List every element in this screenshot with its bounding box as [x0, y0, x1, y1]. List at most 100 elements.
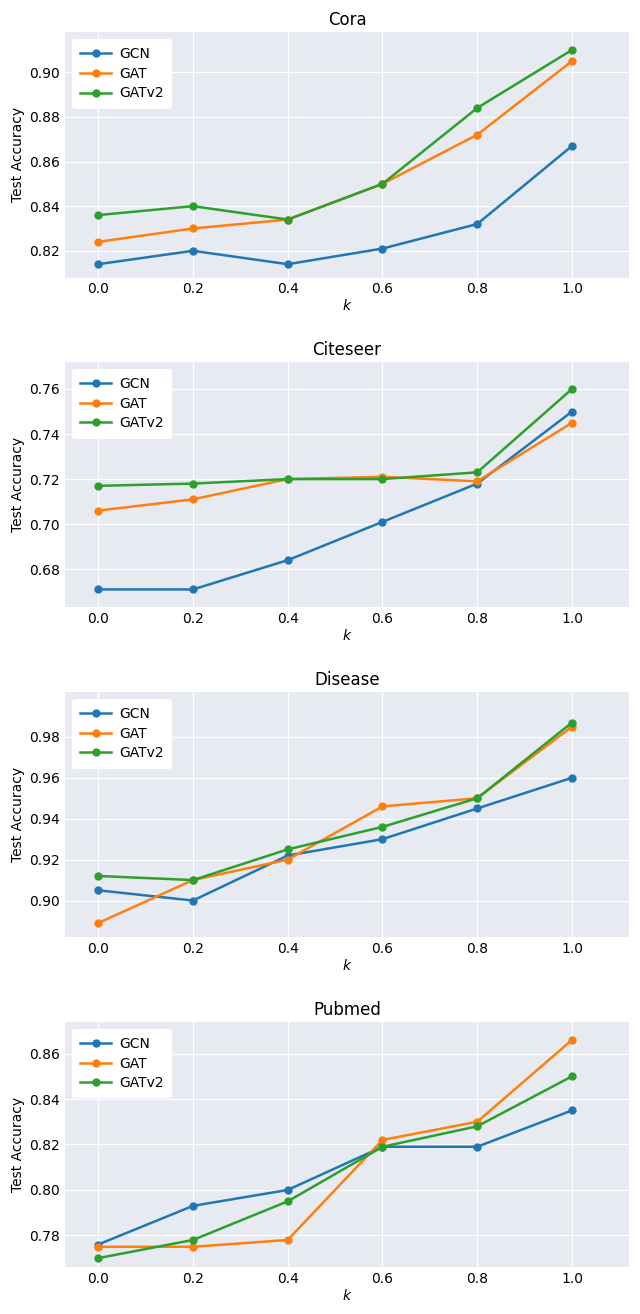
Y-axis label: Test Accuracy: Test Accuracy: [11, 438, 25, 532]
GAT: [94, 915, 102, 930]
GCN: [189, 582, 196, 598]
GATv2: [568, 715, 576, 731]
GCN: [94, 883, 102, 899]
X-axis label: k: k: [343, 1289, 351, 1303]
GCN: [189, 892, 196, 908]
GCN: [284, 1183, 292, 1198]
GATv2: [474, 100, 481, 116]
GAT: [94, 503, 102, 519]
GAT: [284, 212, 292, 227]
Line: GCN: GCN: [95, 142, 575, 268]
GAT: [94, 234, 102, 250]
Legend: GCN, GAT, GATv2: GCN, GAT, GATv2: [72, 39, 172, 109]
Line: GAT: GAT: [95, 419, 575, 514]
GAT: [189, 491, 196, 507]
GATv2: [474, 790, 481, 805]
X-axis label: k: k: [343, 300, 351, 313]
GATv2: [284, 212, 292, 227]
X-axis label: k: k: [343, 629, 351, 643]
Legend: GCN, GAT, GATv2: GCN, GAT, GATv2: [72, 699, 172, 769]
Y-axis label: Test Accuracy: Test Accuracy: [11, 767, 25, 862]
GAT: [568, 1031, 576, 1047]
GAT: [189, 221, 196, 237]
GCN: [284, 552, 292, 568]
GCN: [189, 243, 196, 259]
Line: GATv2: GATv2: [95, 719, 575, 883]
Title: Disease: Disease: [314, 671, 380, 689]
GATv2: [379, 1139, 387, 1155]
GAT: [284, 1233, 292, 1248]
GCN: [94, 1236, 102, 1252]
GCN: [379, 240, 387, 256]
GAT: [284, 472, 292, 487]
GCN: [94, 256, 102, 272]
Line: GAT: GAT: [95, 58, 575, 246]
Line: GATv2: GATv2: [95, 1072, 575, 1261]
Title: Pubmed: Pubmed: [313, 1001, 381, 1018]
GAT: [379, 799, 387, 815]
GCN: [284, 848, 292, 863]
X-axis label: k: k: [343, 959, 351, 972]
GCN: [474, 476, 481, 491]
GCN: [568, 1102, 576, 1118]
GATv2: [94, 1251, 102, 1267]
GAT: [474, 1114, 481, 1130]
Y-axis label: Test Accuracy: Test Accuracy: [11, 1097, 25, 1192]
GCN: [568, 770, 576, 786]
GAT: [94, 1239, 102, 1255]
Legend: GCN, GAT, GATv2: GCN, GAT, GATv2: [72, 1029, 172, 1099]
Line: GAT: GAT: [95, 1037, 575, 1250]
GATv2: [284, 1193, 292, 1209]
GAT: [474, 473, 481, 489]
GATv2: [568, 42, 576, 58]
GATv2: [568, 381, 576, 397]
GAT: [379, 1133, 387, 1148]
GCN: [379, 1139, 387, 1155]
GATv2: [474, 1118, 481, 1134]
GATv2: [94, 208, 102, 223]
GCN: [189, 1198, 196, 1214]
Line: GAT: GAT: [95, 723, 575, 926]
GCN: [94, 582, 102, 598]
GATv2: [379, 472, 387, 487]
GAT: [568, 719, 576, 735]
GCN: [379, 514, 387, 530]
GATv2: [474, 464, 481, 480]
GAT: [189, 1239, 196, 1255]
GATv2: [284, 472, 292, 487]
Title: Cora: Cora: [328, 11, 366, 29]
GATv2: [189, 198, 196, 214]
GATv2: [94, 869, 102, 884]
GATv2: [94, 478, 102, 494]
GATv2: [568, 1068, 576, 1084]
GCN: [568, 403, 576, 419]
GATv2: [379, 819, 387, 834]
GAT: [474, 127, 481, 143]
Y-axis label: Test Accuracy: Test Accuracy: [11, 108, 25, 202]
Line: GCN: GCN: [95, 409, 575, 593]
GATv2: [189, 476, 196, 491]
GATv2: [189, 872, 196, 888]
GAT: [568, 415, 576, 431]
Line: GATv2: GATv2: [95, 385, 575, 489]
GAT: [379, 469, 387, 485]
Line: GCN: GCN: [95, 1106, 575, 1248]
GCN: [474, 215, 481, 231]
Line: GATv2: GATv2: [95, 46, 575, 223]
GCN: [284, 256, 292, 272]
GAT: [568, 53, 576, 68]
GATv2: [379, 176, 387, 192]
Title: Citeseer: Citeseer: [312, 342, 381, 359]
GATv2: [189, 1233, 196, 1248]
Legend: GCN, GAT, GATv2: GCN, GAT, GATv2: [72, 369, 172, 439]
GATv2: [284, 841, 292, 857]
Line: GCN: GCN: [95, 774, 575, 904]
GAT: [379, 176, 387, 192]
GCN: [379, 832, 387, 848]
GAT: [189, 872, 196, 888]
GCN: [474, 1139, 481, 1155]
GAT: [474, 790, 481, 805]
GAT: [284, 851, 292, 867]
GCN: [568, 138, 576, 154]
GCN: [474, 800, 481, 816]
